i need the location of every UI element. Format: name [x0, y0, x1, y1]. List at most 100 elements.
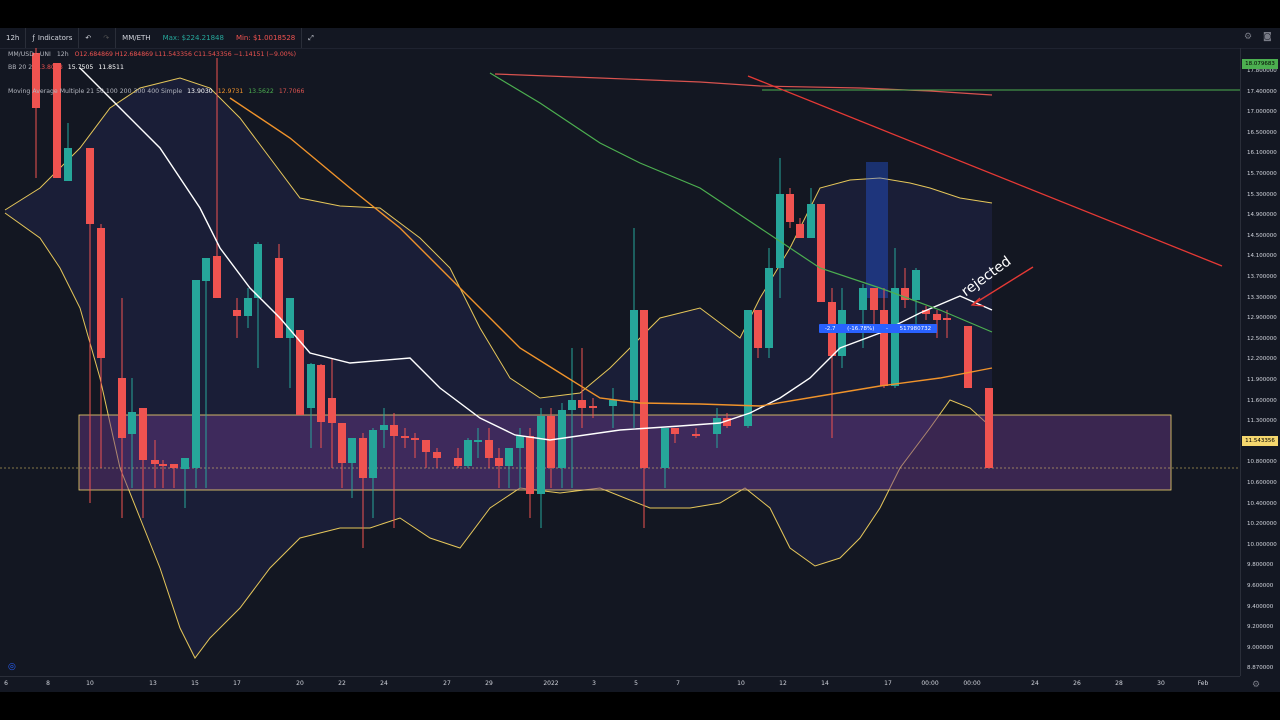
candle-body: [943, 318, 951, 320]
time-tick-label: 13: [149, 680, 157, 687]
legend-ma-50: 12.9731: [217, 88, 244, 95]
bb-upper-line: [4, 77, 993, 399]
redo-icon: ↷: [103, 34, 110, 42]
candle-body: [495, 458, 503, 466]
axis-settings-icon[interactable]: ⚙: [1252, 680, 1261, 690]
price-tick-label: 11.300000: [1247, 418, 1277, 425]
candle-body: [422, 440, 430, 452]
candle-body: [202, 258, 210, 281]
compare-symbol-button[interactable]: MM/ETH: [115, 28, 156, 48]
upper-line-price-tag: 18.079683: [1242, 59, 1278, 69]
price-tick-label: 10.800000: [1247, 459, 1277, 466]
candle-body: [401, 436, 409, 438]
legend-ma-100: 13.5622: [248, 88, 274, 95]
max-stat-text: Max: $224.21848: [162, 34, 224, 42]
price-tick-label: 9.800000: [1247, 562, 1274, 569]
interval-button[interactable]: 12h: [0, 28, 25, 48]
top-toolbar: 12h ƒ Indicators ↶ ↷ MM/ETH Max: $224.218…: [0, 28, 1280, 49]
min-stat-text: Min: $1.0018528: [235, 34, 296, 42]
highlight-column: [866, 162, 888, 298]
price-tick-label: 12.500000: [1247, 335, 1277, 342]
candle-body: [275, 258, 283, 338]
time-tick-label: 24: [380, 680, 388, 687]
undo-button[interactable]: ↶: [78, 28, 97, 48]
ma-100-line: [489, 72, 993, 333]
tradingview-logo-icon: ◎: [8, 662, 16, 672]
candle-body: [181, 458, 189, 469]
time-tick-label: 2022: [543, 680, 559, 687]
max-stat: Max: $224.21848: [157, 28, 230, 48]
legend-ma-label: Moving Average Multiple 21 50 100 200 30…: [8, 88, 183, 95]
candle-body: [128, 412, 136, 434]
price-tick-label: 10.600000: [1247, 480, 1277, 486]
candle-body: [454, 458, 462, 466]
candle-body: [568, 400, 576, 410]
candle-body: [744, 310, 752, 426]
indicators-button[interactable]: ƒ Indicators: [25, 28, 78, 48]
indicators-icon: ƒ: [32, 34, 35, 42]
candle-body: [558, 410, 566, 468]
candle-body: [64, 148, 72, 181]
candle-body: [32, 53, 40, 108]
candle-body: [159, 464, 167, 466]
time-tick-label: 8: [46, 680, 50, 687]
candle-body: [348, 438, 356, 463]
current-price: 11.543356: [1245, 438, 1275, 444]
fullscreen-button[interactable]: ⤢: [301, 28, 320, 48]
candle-body: [485, 440, 493, 458]
camera-icon[interactable]: ◙: [1263, 32, 1272, 42]
candle-body: [97, 228, 105, 358]
min-stat: Min: $1.0018528: [230, 28, 301, 48]
candle-body: [233, 310, 241, 316]
candle-body: [964, 326, 972, 388]
time-tick-label: 00:00: [921, 680, 939, 687]
chart-plot-area[interactable]: MM/USD · UNI 12h O12.684869 H12.684869 L…: [0, 48, 1240, 676]
candle-body: [369, 430, 377, 478]
candle-body: [661, 428, 669, 468]
ma-50-line: [229, 97, 993, 407]
ma-200-line: [494, 73, 993, 96]
candle-body: [411, 438, 419, 440]
candle-body: [547, 416, 555, 468]
candle-body: [192, 280, 200, 468]
price-chart[interactable]: [0, 48, 1240, 676]
legend-bb-upper: 15.7505: [67, 64, 94, 71]
legend-symbol-row: MM/USD · UNI 12h O12.684869 H12.684869 L…: [8, 51, 296, 58]
candle-body: [692, 434, 700, 436]
candle-body: [526, 436, 534, 494]
time-tick-label: 10: [737, 680, 745, 687]
time-tick-label: 28: [1115, 680, 1123, 687]
measure-volume: 517980732: [899, 325, 932, 332]
candle-body: [537, 416, 545, 494]
price-tick-label: 15.300000: [1247, 191, 1277, 198]
candle-body: [838, 310, 846, 356]
legend-bb-row: BB 20 2 13.8008 15.7505 11.8511: [8, 64, 124, 71]
descending-trendline: [747, 75, 1223, 267]
settings-gear-icon[interactable]: ⚙: [1244, 32, 1253, 42]
candle-body: [985, 388, 993, 468]
measure-change: -2.7: [824, 325, 836, 332]
candle-body: [464, 440, 472, 466]
price-axis[interactable]: 17.800000 17.400000 17.000000 16.500000 16.1…: [1240, 48, 1280, 676]
candle-body: [776, 194, 784, 268]
candle-body: [754, 310, 762, 348]
candle-body: [359, 438, 367, 478]
price-tick-label: 17.000000: [1247, 109, 1277, 116]
candle-body: [244, 298, 252, 316]
price-tick-label: 17.400000: [1247, 88, 1277, 95]
candle-body: [474, 440, 482, 442]
time-axis[interactable]: 6 8 10 13 15 17 20 22 24 27 29 2022 3 5 7 10 12 14 17 00:00…: [0, 676, 1240, 692]
time-tick-label: 14: [821, 680, 829, 687]
bollinger-bands: [4, 77, 993, 659]
drawn-lines: [747, 75, 1240, 307]
redo-button[interactable]: ↷: [97, 28, 115, 48]
candle-body: [53, 63, 61, 178]
price-tick-label: 16.100000: [1247, 150, 1277, 157]
price-tick-label: 14.500000: [1247, 232, 1277, 239]
price-tick-label: 12.900000: [1247, 315, 1277, 322]
price-tick-label: 10.400000: [1247, 500, 1277, 507]
rejection-arrow-line: [971, 266, 1034, 306]
legend-bb-basis: 13.8008: [37, 64, 63, 71]
candle-body: [170, 464, 178, 468]
price-tick-label: 12.200000: [1247, 356, 1277, 363]
